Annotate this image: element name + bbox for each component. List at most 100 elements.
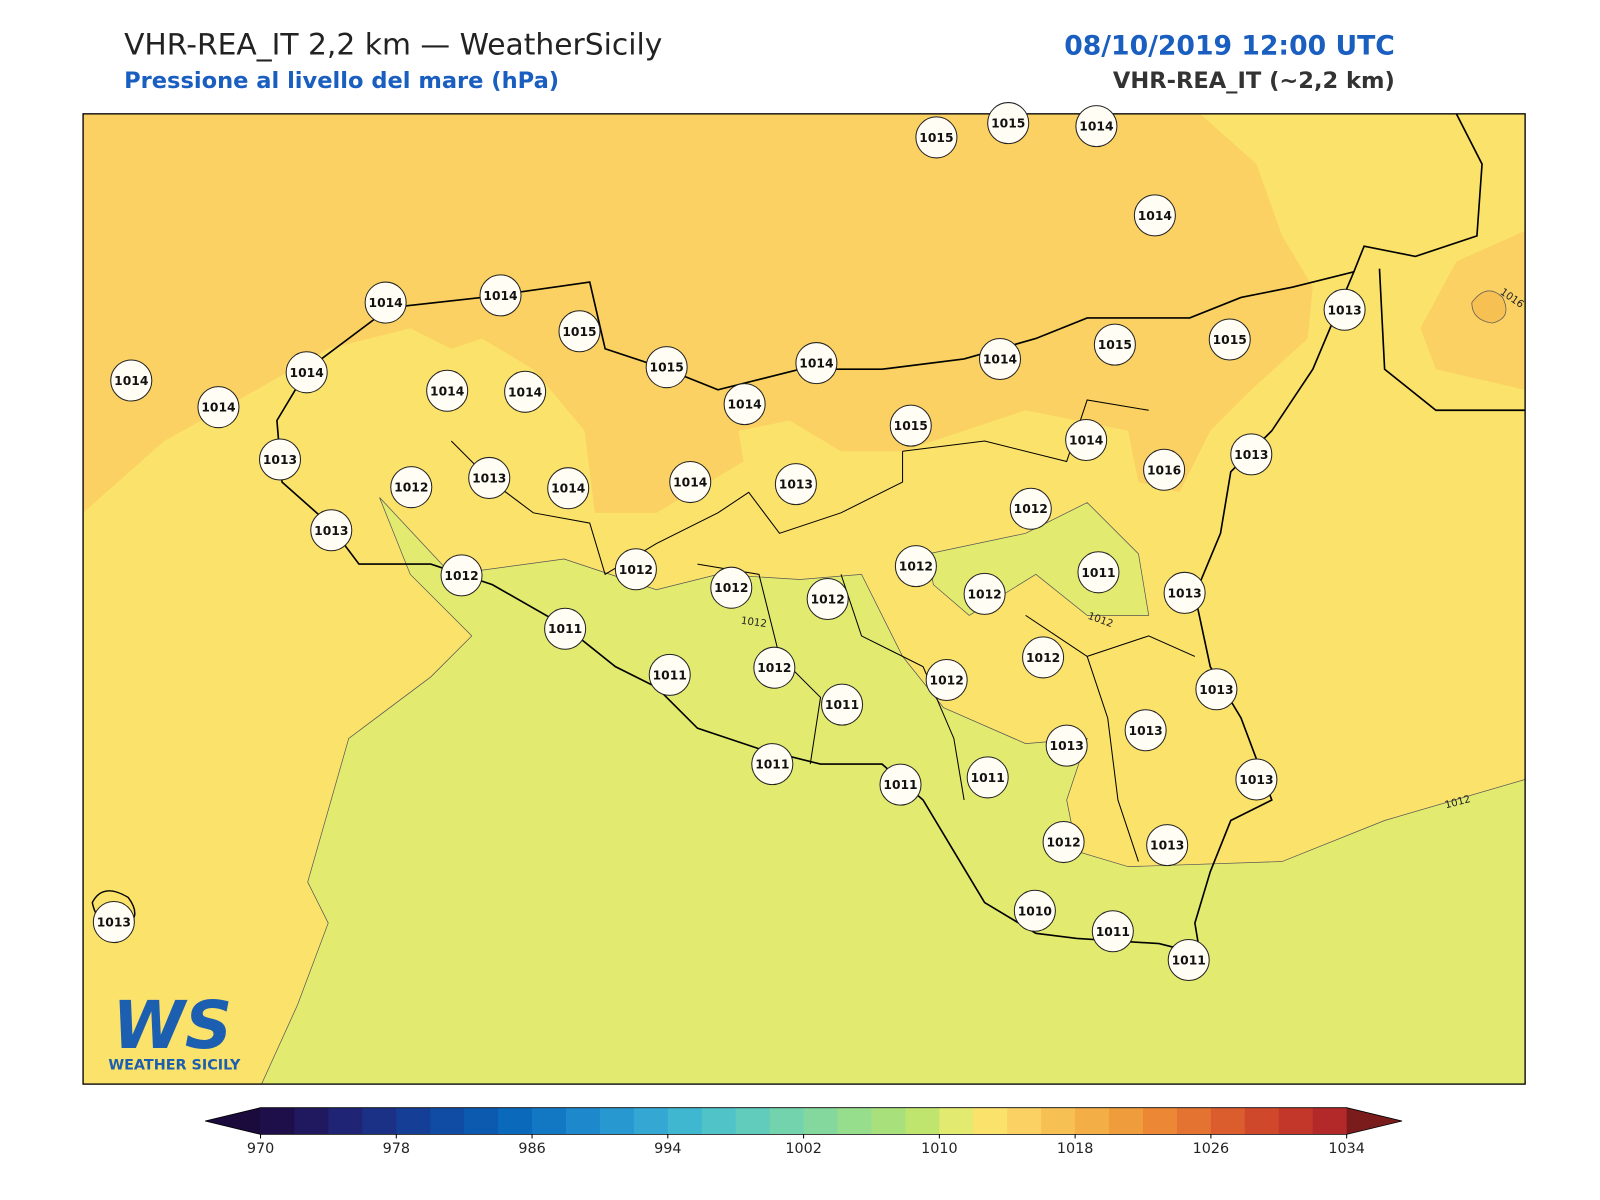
station-value: 1011 [971, 771, 1005, 785]
station: 1013 [1124, 709, 1167, 752]
station: 1011 [1091, 910, 1134, 953]
station-value: 1014 [483, 289, 517, 303]
station-value: 1014 [551, 482, 585, 496]
station: 1013 [1235, 758, 1278, 801]
station-value: 1013 [263, 453, 297, 467]
station-marker [1167, 938, 1210, 982]
station-value: 1013 [1129, 724, 1163, 738]
station: 1014 [285, 351, 328, 394]
station: 1012 [925, 658, 968, 702]
station-value: 1014 [673, 476, 707, 490]
colorbar-bin [939, 1107, 974, 1135]
station: 1012 [1042, 821, 1085, 864]
colorbar-bin [1109, 1107, 1144, 1135]
station-marker [285, 351, 328, 394]
station: 1016 [1143, 448, 1186, 491]
colorbar-bin [633, 1107, 669, 1135]
station-value: 1012 [930, 674, 964, 688]
station: 1015 [1208, 318, 1251, 361]
station-value: 1012 [757, 661, 791, 675]
station-marker [669, 461, 712, 504]
station: 1012 [1022, 636, 1065, 679]
station-value: 1014 [290, 366, 324, 380]
station-value: 1013 [1050, 739, 1084, 753]
station: 1010 [1013, 889, 1056, 932]
station-value: 1014 [201, 401, 235, 415]
station: 1011 [966, 756, 1009, 799]
colorbar-bin [1312, 1107, 1348, 1135]
station: 1011 [751, 743, 794, 786]
logo-mark: WS [112, 988, 232, 1064]
station: 1011 [821, 683, 864, 726]
station-value: 1012 [619, 563, 653, 577]
station-value: 1013 [1234, 448, 1268, 462]
station-marker [1143, 448, 1186, 491]
station-value: 1011 [1081, 566, 1115, 580]
station-value: 1012 [1014, 502, 1048, 516]
station-marker [1045, 724, 1088, 767]
coastline [1353, 113, 1526, 412]
station-marker [1195, 668, 1238, 711]
station: 1011 [544, 607, 587, 650]
colorbar-bin [565, 1107, 601, 1135]
station-value: 1015 [991, 117, 1025, 131]
station-value: 1016 [1147, 463, 1181, 477]
station-value: 1011 [883, 778, 917, 792]
station: 1015 [915, 116, 958, 159]
colorbar-tick-label: 994 [654, 1141, 681, 1157]
station-value: 1013 [1167, 586, 1201, 600]
station: 1013 [1195, 668, 1238, 711]
station-value: 1012 [444, 569, 478, 583]
station-marker [390, 466, 433, 509]
station-marker [364, 281, 407, 324]
colorbar-tick-label: 986 [518, 1141, 545, 1157]
station: 1013 [1163, 571, 1206, 614]
station-marker [795, 342, 838, 385]
station-value: 1013 [779, 478, 813, 492]
station-marker [1009, 487, 1052, 530]
station-marker [987, 102, 1030, 145]
station-marker [558, 310, 601, 353]
station-marker [648, 653, 691, 696]
colorbar-bin [905, 1107, 940, 1135]
station: 1013 [468, 456, 511, 499]
station-marker [889, 404, 932, 447]
station-value: 1013 [472, 471, 506, 485]
station: 1013 [1045, 724, 1088, 767]
station-marker [1042, 821, 1085, 864]
station: 1014 [723, 383, 766, 426]
station-marker [1230, 433, 1273, 476]
colorbar-bin [498, 1107, 533, 1135]
station-marker [1208, 318, 1251, 361]
station: 1015 [987, 102, 1030, 145]
stations: 1015 1015 1014 1014 1014 1014 1015 1015 1014 1014… [92, 102, 1366, 982]
station-marker [821, 683, 864, 726]
station: 1012 [753, 646, 796, 689]
colorbar-bin [803, 1107, 839, 1135]
station-marker [723, 383, 766, 426]
station-marker [614, 548, 657, 591]
colorbar-bin [260, 1107, 295, 1135]
station: 1014 [110, 359, 153, 402]
station: 1014 [504, 370, 547, 413]
station-value: 1014 [727, 398, 761, 412]
station-marker [645, 346, 688, 389]
datetime: 08/10/2019 12:00 UTC [1064, 30, 1395, 61]
station: 1014 [197, 386, 240, 429]
map [83, 113, 1526, 1085]
colorbar-bin [735, 1107, 771, 1135]
station-value: 1013 [1327, 303, 1361, 317]
station-value: 1012 [811, 593, 845, 607]
colorbar-tick-label: 978 [383, 1141, 410, 1157]
station: 1015 [1093, 323, 1136, 366]
station-marker [1323, 288, 1366, 331]
station-value: 1011 [825, 698, 859, 712]
station-value: 1013 [1150, 839, 1184, 853]
station: 1014 [479, 274, 522, 317]
station-value: 1014 [1079, 120, 1113, 134]
station: 1011 [648, 653, 691, 696]
station-marker [963, 572, 1006, 615]
station: 1014 [364, 281, 407, 324]
station-marker [310, 509, 353, 552]
station-value: 1014 [369, 296, 403, 310]
